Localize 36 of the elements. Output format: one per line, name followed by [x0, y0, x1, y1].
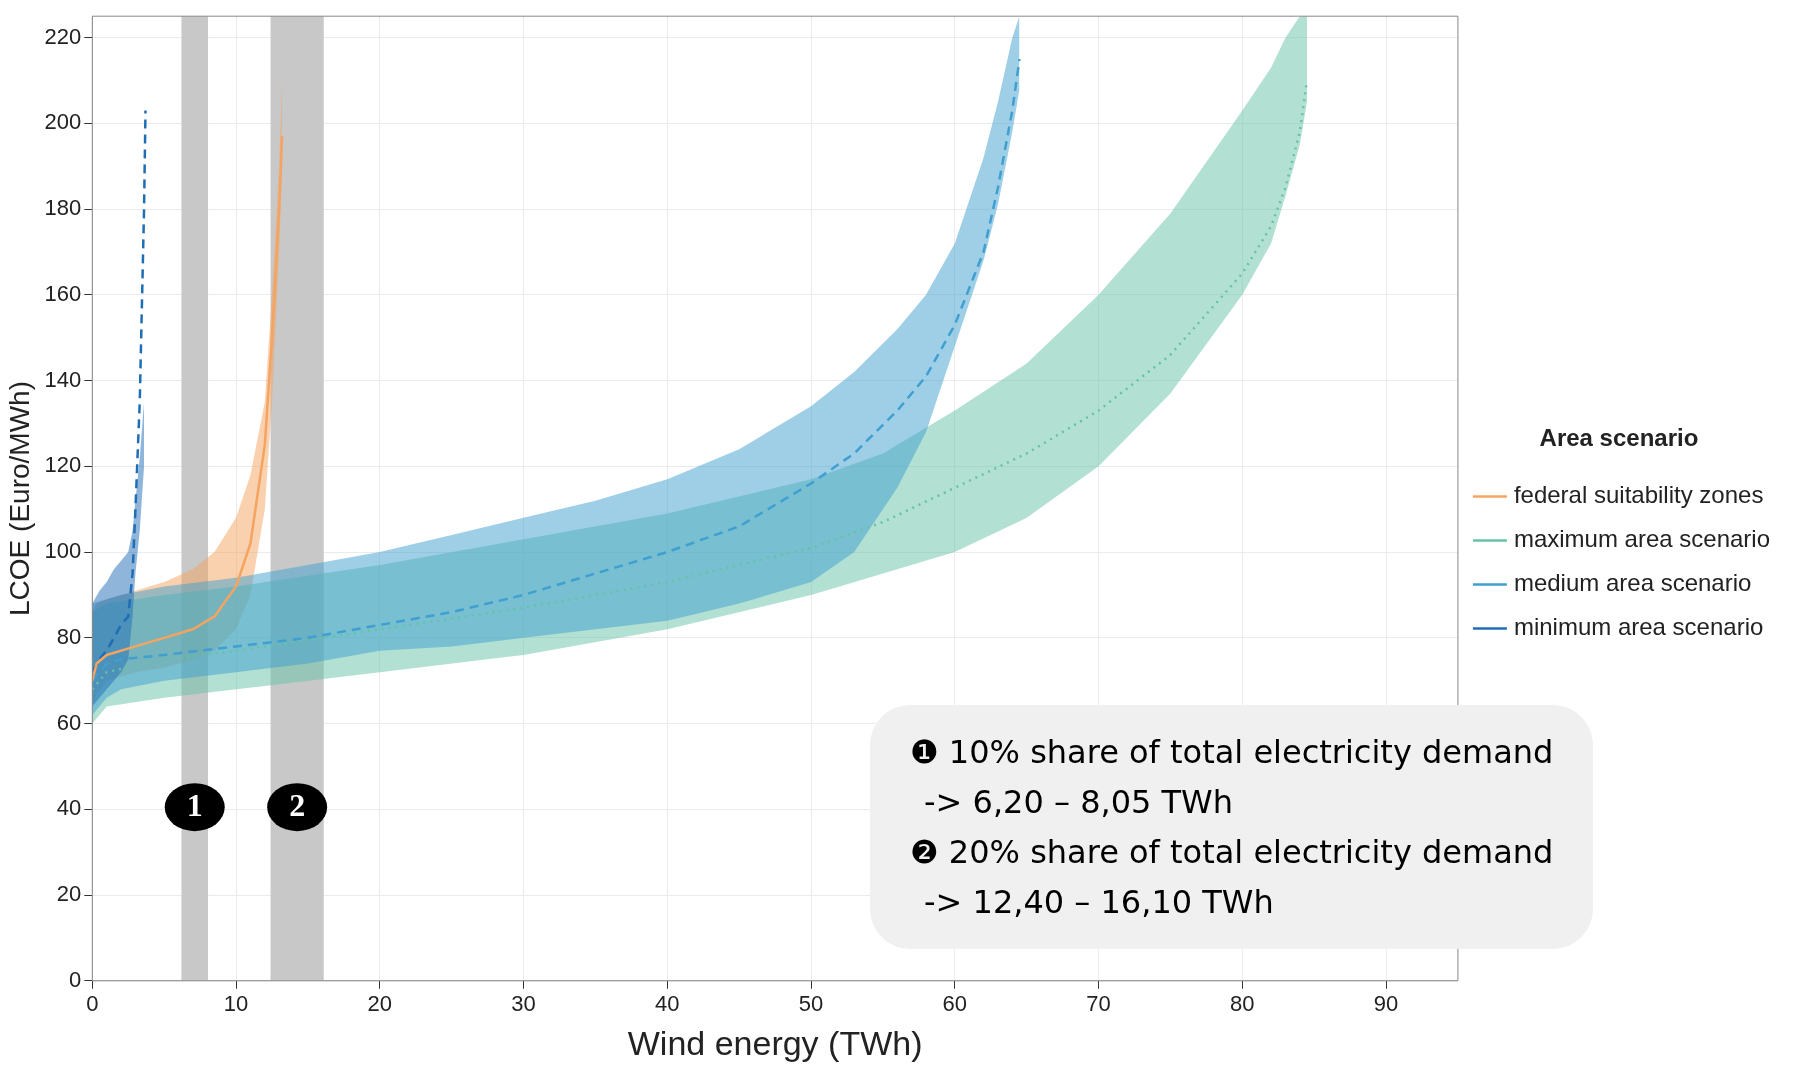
- x-tick-label: 90: [1373, 991, 1399, 1017]
- line-series: [92, 109, 147, 674]
- y-tick-label: 140: [44, 366, 82, 392]
- band-label: 2: [289, 787, 306, 824]
- y-tick-label: 200: [44, 109, 82, 135]
- x-tick-label: 20: [367, 991, 393, 1017]
- y-tick-label: 20: [56, 881, 82, 907]
- x-tick-label: 0: [86, 991, 99, 1017]
- y-axis-title: LCOE (Euro/MWh): [3, 381, 35, 616]
- legend-label: maximum area scenario: [1513, 525, 1770, 553]
- legend-label: medium area scenario: [1513, 569, 1752, 597]
- x-tick-label: 70: [1086, 991, 1111, 1017]
- y-tick-label: 60: [56, 709, 82, 735]
- y-tick-label: 180: [44, 195, 82, 221]
- legend-label: minimum area scenario: [1513, 613, 1764, 641]
- x-tick-label: 60: [942, 991, 968, 1017]
- legend-title: Area scenario: [1539, 424, 1699, 452]
- y-tick-label: 80: [56, 623, 82, 649]
- annotation: ❶ 10% share of total electricity demand: [910, 732, 1554, 773]
- x-tick-label: 40: [655, 991, 680, 1017]
- y-tick-label: 220: [44, 23, 82, 49]
- y-tick-label: 0: [69, 966, 82, 992]
- annotation: -> 6,20 – 8,05 TWh: [923, 782, 1234, 823]
- y-tick-label: 120: [44, 452, 82, 478]
- x-axis-title: Wind energy (TWh): [627, 1023, 923, 1062]
- y-tick-label: 100: [44, 538, 82, 564]
- legend-label: federal suitability zones: [1513, 481, 1764, 509]
- band-label: 1: [186, 787, 203, 824]
- annotation: ❷ 20% share of total electricity demand: [910, 832, 1554, 873]
- x-tick-label: 30: [511, 991, 536, 1017]
- x-tick-label: 80: [1230, 991, 1255, 1017]
- x-tick-label: 50: [798, 991, 824, 1017]
- annotation: -> 12,40 – 16,10 TWh: [923, 882, 1275, 923]
- y-tick-label: 40: [56, 795, 82, 821]
- y-tick-label: 160: [44, 280, 82, 306]
- x-tick-label: 10: [223, 991, 249, 1017]
